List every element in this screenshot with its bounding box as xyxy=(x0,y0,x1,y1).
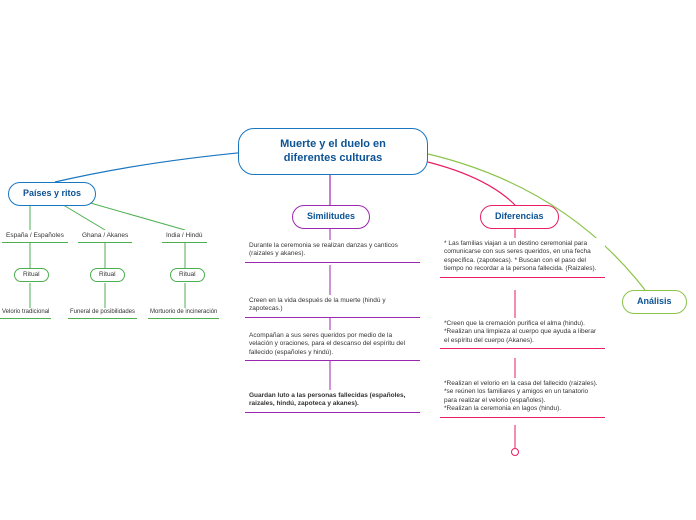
sim-item-4: Guardan luto a las personas fallecidas (… xyxy=(245,390,420,413)
detail-india: Mortuorio de incineración xyxy=(148,308,219,319)
ritual-ghana[interactable]: Ritual xyxy=(90,268,125,282)
ritual-spain[interactable]: Ritual xyxy=(14,268,49,282)
sim-item-1: Durante la ceremonia se realizan danzas … xyxy=(245,240,420,263)
collapsed-node-icon[interactable] xyxy=(511,448,519,456)
root-node[interactable]: Muerte y el duelo en diferentes culturas xyxy=(238,128,428,175)
country-ghana[interactable]: Ghana / Akanes xyxy=(78,230,132,243)
category-diferencias[interactable]: Diferencias xyxy=(480,205,559,229)
country-india[interactable]: India / Hindú xyxy=(162,230,207,243)
sim-item-3: Acompañan a sus seres queridos por medio… xyxy=(245,330,420,361)
sim-item-2: Creen en la vida después de la muerte (h… xyxy=(245,295,420,318)
category-analisis[interactable]: Análisis xyxy=(622,290,687,314)
dif-item-2: *Creen que la cremación purifica el alma… xyxy=(440,318,605,349)
category-similitudes[interactable]: Similitudes xyxy=(292,205,370,229)
detail-ghana: Funeral de posibilidades xyxy=(68,308,137,319)
ritual-india[interactable]: Ritual xyxy=(170,268,205,282)
category-paises[interactable]: Países y ritos xyxy=(8,182,96,206)
detail-spain: Velorio tradicional xyxy=(0,308,51,319)
country-spain[interactable]: España / Españoles xyxy=(2,230,68,243)
dif-item-3: *Realizan el velorio en la casa del fall… xyxy=(440,378,605,418)
dif-item-1: * Las familias viajan a un destino cerem… xyxy=(440,238,605,278)
